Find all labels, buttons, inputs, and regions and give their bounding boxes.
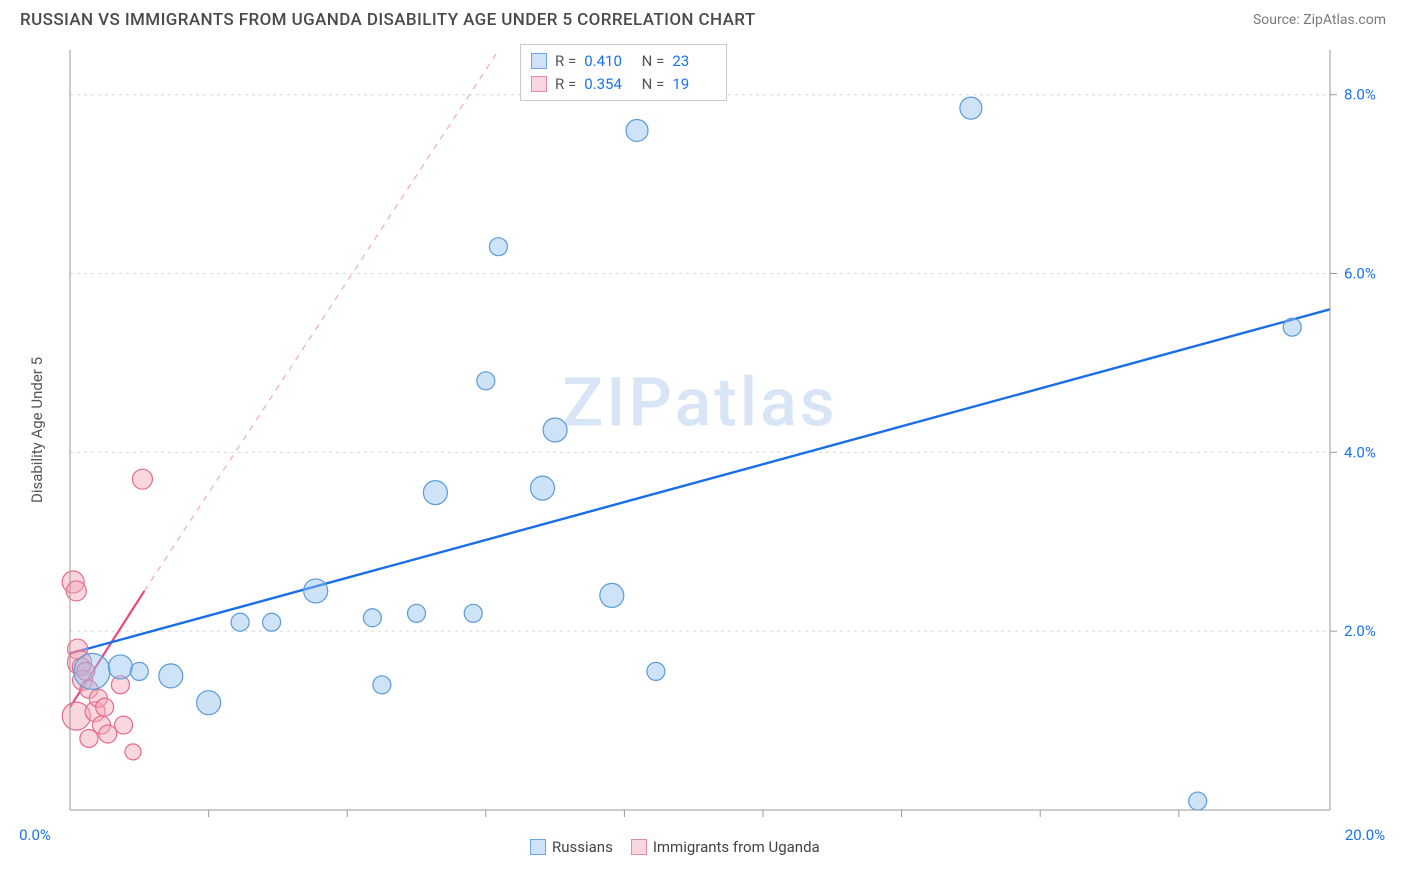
data-point: [408, 604, 426, 622]
n-label: N =: [634, 73, 664, 96]
data-point: [132, 469, 152, 489]
data-point: [108, 655, 132, 679]
x-tick-label: 20.0%: [1345, 826, 1385, 844]
r-value: 0.354: [584, 73, 626, 96]
y-tick-label: 2.0%: [1344, 622, 1376, 640]
data-point: [96, 698, 114, 716]
y-tick-label: 8.0%: [1344, 86, 1376, 104]
n-value: 19: [672, 73, 714, 96]
chart-title: RUSSIAN VS IMMIGRANTS FROM UGANDA DISABI…: [20, 10, 756, 30]
data-point: [363, 609, 381, 627]
bottom-legend: Russians Immigrants from Uganda: [530, 838, 820, 856]
legend-swatch: [531, 76, 547, 92]
stats-box: R = 0.410 N = 23 R = 0.354 N = 19: [520, 44, 727, 101]
legend-item: Immigrants from Uganda: [631, 838, 820, 856]
data-point: [66, 581, 86, 601]
r-value: 0.410: [584, 50, 626, 73]
data-point: [80, 729, 98, 747]
data-point: [130, 662, 148, 680]
data-point: [464, 604, 482, 622]
source-label: Source: ZipAtlas.com: [1253, 12, 1386, 28]
data-point: [1283, 318, 1301, 336]
r-label: R =: [555, 73, 576, 96]
data-point: [489, 238, 507, 256]
data-point: [477, 372, 495, 390]
data-point: [960, 97, 982, 119]
data-point: [600, 583, 624, 607]
data-point: [304, 579, 328, 603]
n-label: N =: [634, 50, 664, 73]
legend-item: Russians: [530, 838, 613, 856]
scatter-chart: ZIPatlas 0.0% 20.0% 2.0% 4.0% 6.0% 8.0% Disabil…: [20, 40, 1386, 860]
header-row: RUSSIAN VS IMMIGRANTS FROM UGANDA DISABI…: [0, 0, 1406, 36]
legend-swatch: [631, 839, 647, 855]
chart-container: ZIPatlas 0.0% 20.0% 2.0% 4.0% 6.0% 8.0% Disabil…: [20, 40, 1386, 860]
data-point: [125, 744, 141, 760]
x-tick-label: 0.0%: [20, 826, 51, 844]
data-point: [531, 476, 555, 500]
data-point: [263, 613, 281, 631]
watermark: ZIPatlas: [562, 363, 838, 443]
data-point: [231, 613, 249, 631]
trend-line-pink-dash: [144, 50, 498, 591]
y-tick-label: 6.0%: [1344, 265, 1376, 283]
data-point: [423, 481, 447, 505]
data-point: [626, 119, 648, 141]
data-point: [373, 676, 391, 694]
stats-row: R = 0.410 N = 23: [531, 50, 714, 73]
data-point: [647, 662, 665, 680]
legend-label: Russians: [552, 838, 613, 856]
legend-label: Immigrants from Uganda: [653, 838, 820, 856]
y-axis-title: Disability Age Under 5: [28, 357, 46, 503]
data-point: [159, 664, 183, 688]
data-point: [115, 716, 133, 734]
data-point: [74, 653, 110, 689]
y-tick-label: 4.0%: [1344, 443, 1376, 461]
data-point: [1189, 792, 1207, 810]
legend-swatch: [530, 839, 546, 855]
r-label: R =: [555, 50, 576, 73]
data-point: [543, 418, 567, 442]
legend-swatch: [531, 53, 547, 69]
n-value: 23: [672, 50, 714, 73]
stats-row: R = 0.354 N = 19: [531, 73, 714, 96]
data-point: [197, 691, 221, 715]
data-point: [99, 725, 117, 743]
trend-line-blue: [70, 309, 1330, 653]
